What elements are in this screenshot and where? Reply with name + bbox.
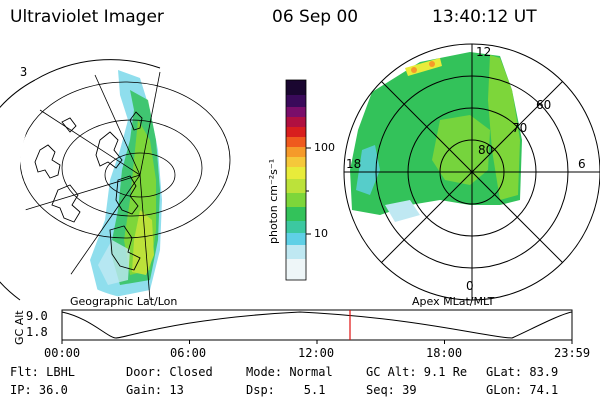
y-tick-1-8: 1.8 bbox=[26, 325, 48, 339]
status-door: Door: Closed bbox=[126, 365, 213, 379]
status-seq: Seq: 39 bbox=[366, 383, 417, 397]
mlt-label-0: 0 bbox=[466, 279, 474, 293]
colorbar-unit-label: photon cm⁻²s⁻¹ bbox=[267, 158, 280, 244]
x-tick-1200: 12:00 bbox=[298, 346, 335, 360]
status-filter: Flt: LBHL bbox=[10, 365, 76, 379]
mlt-label-12: 12 bbox=[476, 45, 492, 59]
status-dsp: Dsp: 5.1 bbox=[246, 383, 326, 397]
mlt-label-18: 18 bbox=[346, 157, 362, 171]
status-ip: IP: 36.0 bbox=[10, 383, 68, 397]
colorbar-tick-100: 100 bbox=[314, 141, 335, 154]
date-readout: 06 Sep 00 bbox=[272, 7, 359, 27]
altitude-timeline bbox=[61, 309, 573, 344]
x-tick-0600: 06:00 bbox=[170, 346, 207, 360]
geographic-aurora bbox=[90, 70, 162, 300]
page-title: Ultraviolet Imager bbox=[10, 7, 164, 27]
apex-label: Apex MLat/MLT bbox=[412, 295, 495, 308]
status-gain: Gain: 13 bbox=[126, 383, 184, 397]
x-tick-2359: 23:59 bbox=[554, 346, 591, 360]
corner-glyph: 3 bbox=[20, 65, 28, 79]
status-mode: Mode: Normal bbox=[246, 365, 333, 379]
x-tick-1800: 18:00 bbox=[426, 346, 463, 360]
geographic-map bbox=[0, 59, 231, 301]
mlt-label-6: 6 bbox=[578, 157, 586, 171]
time-readout: 13:40:12 UT bbox=[432, 7, 537, 27]
polar-plot bbox=[343, 43, 600, 301]
y-tick-9: 9.0 bbox=[26, 309, 48, 323]
lat-label-80: 80 bbox=[478, 143, 494, 157]
status-glat: GLat: 83.9 bbox=[486, 365, 559, 379]
geographic-label: Geographic Lat/Lon bbox=[70, 295, 178, 308]
colorbar-tick-10: 10 bbox=[314, 227, 328, 240]
lat-label-70: 70 bbox=[512, 121, 528, 135]
status-glon: GLon: 74.1 bbox=[486, 383, 559, 397]
gc-alt-axis-label: GC Alt bbox=[13, 310, 26, 345]
x-tick-0000: 00:00 bbox=[44, 346, 81, 360]
status-gc-alt: GC Alt: 9.1 Re bbox=[366, 365, 468, 379]
colorbar bbox=[285, 79, 311, 281]
lat-label-60: 60 bbox=[536, 98, 552, 112]
